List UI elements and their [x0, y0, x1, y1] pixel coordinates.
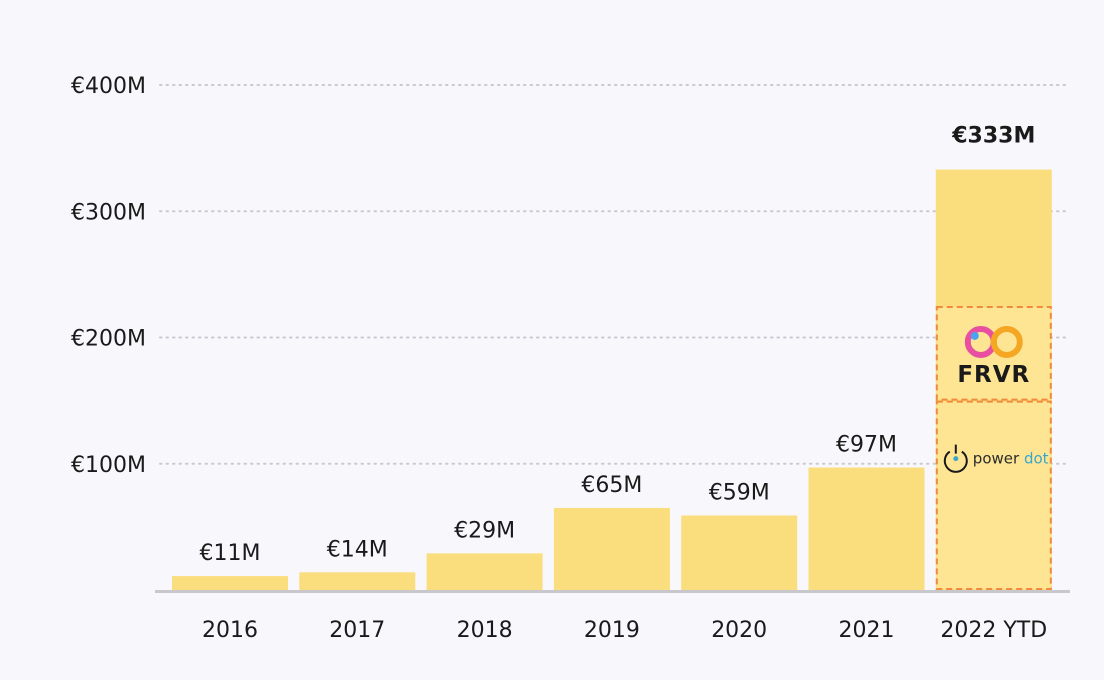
x-tick-label: 2020	[711, 618, 767, 643]
data-label: €97M	[836, 433, 897, 458]
x-tick-label: 2021	[839, 618, 895, 643]
power-word: power	[973, 450, 1024, 468]
x-tick-label: 2016	[202, 618, 258, 643]
highlight-segment	[935, 400, 1052, 590]
power-icon	[943, 450, 968, 473]
data-label: €333M	[951, 124, 1035, 149]
gridlines	[159, 84, 1071, 465]
data-labels: €11M €14M €29M €65M €59M €97M €333M	[200, 124, 1036, 567]
bar	[172, 576, 288, 590]
bar	[553, 507, 670, 590]
y-tick-label: €100M	[71, 453, 146, 478]
y-axis-ticks: €100M €200M €300M €400M	[71, 74, 146, 478]
x-tick-label: 2022 YTD	[940, 618, 1047, 643]
bar	[681, 515, 798, 590]
x-tick-label: 2018	[457, 618, 513, 643]
dot-word: dot	[1024, 450, 1049, 468]
bar	[299, 572, 416, 590]
frvr-logo: FRVR	[957, 325, 1030, 388]
data-label: €29M	[454, 518, 515, 543]
data-label: €11M	[200, 541, 261, 566]
x-axis-ticks: 2016 2017 2018 2019 2020 2021 2022 YTD	[202, 618, 1047, 643]
frvr-brand-text: FRVR	[957, 362, 1030, 388]
frvr-accent-icon	[970, 331, 979, 340]
power-dot-brand-text: power dot	[973, 450, 1049, 468]
bars	[172, 169, 1052, 590]
x-tick-label: 2017	[329, 618, 385, 643]
segment-logos: power dot FRVR	[943, 325, 1049, 473]
highlight-segment	[935, 305, 1052, 401]
highlight-segments	[935, 305, 1052, 590]
data-label: €59M	[709, 481, 770, 506]
bar	[426, 553, 543, 590]
data-label: €65M	[581, 473, 642, 498]
x-tick-label: 2019	[584, 618, 640, 643]
y-tick-label: €400M	[71, 74, 146, 99]
y-tick-label: €200M	[71, 327, 146, 352]
frvr-loop-right-icon	[990, 325, 1023, 358]
y-tick-label: €300M	[71, 200, 146, 225]
power-dot-logo: power dot	[943, 444, 1049, 473]
bar	[808, 467, 925, 590]
data-label: €14M	[327, 537, 388, 562]
power-dot-icon	[953, 456, 959, 462]
